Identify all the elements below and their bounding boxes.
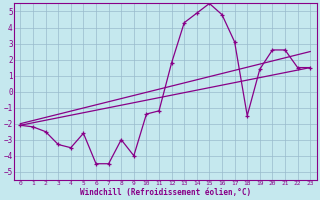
X-axis label: Windchill (Refroidissement éolien,°C): Windchill (Refroidissement éolien,°C) [80,188,251,197]
